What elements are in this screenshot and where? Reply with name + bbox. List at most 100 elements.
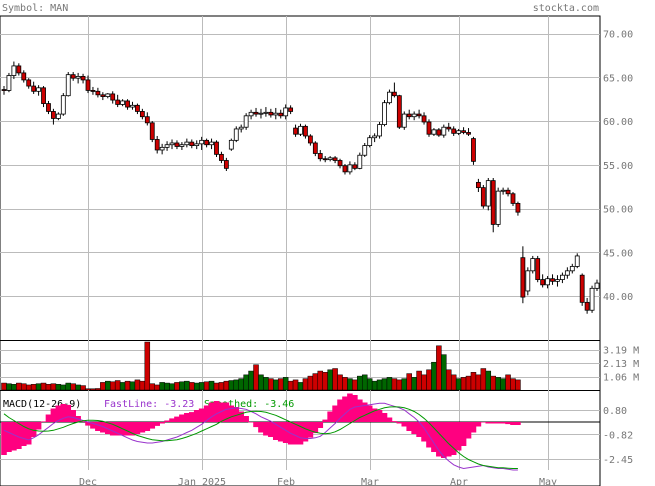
- volume-bar: [55, 384, 62, 391]
- x-tick-label: Apr: [450, 477, 468, 486]
- macd-histogram-bar: [347, 393, 353, 422]
- candle-body: [367, 137, 373, 146]
- candle-body: [560, 274, 565, 280]
- macd-histogram-bar: [322, 419, 329, 422]
- volume-bar: [114, 380, 121, 391]
- candle-body: [273, 112, 279, 116]
- volume-bar: [470, 372, 477, 391]
- volume-bar: [327, 369, 333, 391]
- candle-body: [495, 190, 501, 225]
- candle-body: [352, 164, 358, 169]
- candle-body: [154, 139, 160, 151]
- candle-body: [248, 111, 254, 117]
- macd-histogram-bar: [139, 422, 146, 433]
- macd-tick-label: -2.45: [603, 455, 633, 466]
- candle-body: [555, 279, 560, 282]
- candle-body: [312, 142, 318, 154]
- macd-histogram-bar: [20, 422, 27, 446]
- macd-histogram-bar: [505, 422, 511, 425]
- macd-histogram-bar: [149, 422, 156, 429]
- candle-body: [174, 142, 180, 147]
- macd-histogram-bar: [60, 404, 67, 422]
- candle-body: [110, 93, 116, 101]
- macd-histogram-bar: [159, 422, 165, 424]
- macd-smooth-label: Smoothed: -3.46: [204, 399, 294, 410]
- volume-bar: [70, 383, 76, 391]
- macd-histogram-bar: [485, 422, 492, 424]
- macd-histogram-bar: [164, 420, 170, 422]
- candle-body: [125, 100, 130, 108]
- macd-histogram-bar: [327, 411, 333, 422]
- volume-bar: [139, 380, 146, 391]
- candle-body: [520, 257, 526, 298]
- brand-label[interactable]: stockta.com: [533, 3, 599, 14]
- candle-body: [416, 113, 422, 117]
- volume-bar: [381, 378, 388, 391]
- volume-bar: [243, 374, 249, 391]
- macd-histogram-bar: [90, 422, 96, 429]
- volume-bar: [144, 341, 151, 391]
- candle-body: [387, 91, 392, 104]
- candle-body: [253, 111, 259, 115]
- volume-bar: [515, 379, 521, 391]
- macd-axis-labels: 0.80 -0.82 -2.45: [603, 406, 633, 466]
- macd-histogram-bar: [381, 413, 388, 422]
- candle-body: [238, 126, 244, 130]
- candle-body: [451, 128, 457, 134]
- macd-histogram-bar: [337, 399, 343, 422]
- volume-bar: [154, 384, 160, 391]
- x-tick-label: Jan 2025: [178, 477, 226, 486]
- candle-body: [574, 255, 580, 267]
- candle-body: [510, 193, 516, 204]
- candle-body: [298, 125, 303, 135]
- volume-bar: [510, 378, 516, 391]
- volume-bar: [80, 385, 86, 391]
- macd-histogram-bar: [30, 422, 37, 437]
- volume-bar: [366, 378, 373, 391]
- candle-body: [401, 113, 407, 128]
- macd-histogram-bar: [441, 422, 447, 458]
- macd-title: MACD(12-26-9): [3, 399, 81, 410]
- macd-histogram-bar: [1, 422, 7, 455]
- candle-body: [332, 157, 338, 161]
- macd-histogram-bar: [124, 422, 131, 436]
- macd-histogram-bar: [352, 395, 358, 422]
- candle-body: [480, 187, 486, 207]
- candle-body: [564, 270, 570, 276]
- volume-bar: [16, 382, 22, 391]
- candle-body: [268, 111, 274, 116]
- macd-histogram-bar: [129, 422, 136, 436]
- macd-histogram-bar: [500, 422, 506, 424]
- volume-bar: [421, 374, 427, 391]
- macd-histogram-bar: [510, 422, 516, 425]
- candle-body: [456, 130, 462, 134]
- volume-bar: [268, 378, 274, 391]
- price-tick-label: 60.00: [603, 117, 633, 128]
- macd-histogram-bar: [272, 422, 279, 440]
- candle-body: [500, 189, 506, 192]
- macd-histogram-bar: [297, 422, 304, 445]
- candle-body: [65, 74, 71, 97]
- macd-histogram-bar: [307, 422, 314, 438]
- macd-panel: [0, 393, 600, 471]
- candle-body: [466, 132, 471, 135]
- candle-body: [569, 266, 575, 272]
- volume-bar: [21, 383, 27, 391]
- candle-body: [342, 165, 348, 173]
- volume-bar: [500, 378, 506, 391]
- volume-bar: [258, 374, 264, 391]
- candle-body: [243, 115, 249, 128]
- macd-histogram-bar: [174, 416, 180, 422]
- macd-histogram-bar: [332, 405, 338, 422]
- macd-smooth-line: [3, 406, 518, 469]
- candle-body: [293, 127, 298, 135]
- macd-histogram-bar: [371, 408, 378, 422]
- candle-body: [90, 90, 96, 92]
- price-candles: [1, 61, 600, 314]
- macd-histogram-bar: [317, 422, 324, 428]
- volume-bar: [50, 383, 57, 391]
- volume-bar: [426, 369, 432, 391]
- volume-bar: [411, 377, 417, 391]
- volume-bar: [95, 388, 101, 391]
- volume-bar: [193, 382, 200, 391]
